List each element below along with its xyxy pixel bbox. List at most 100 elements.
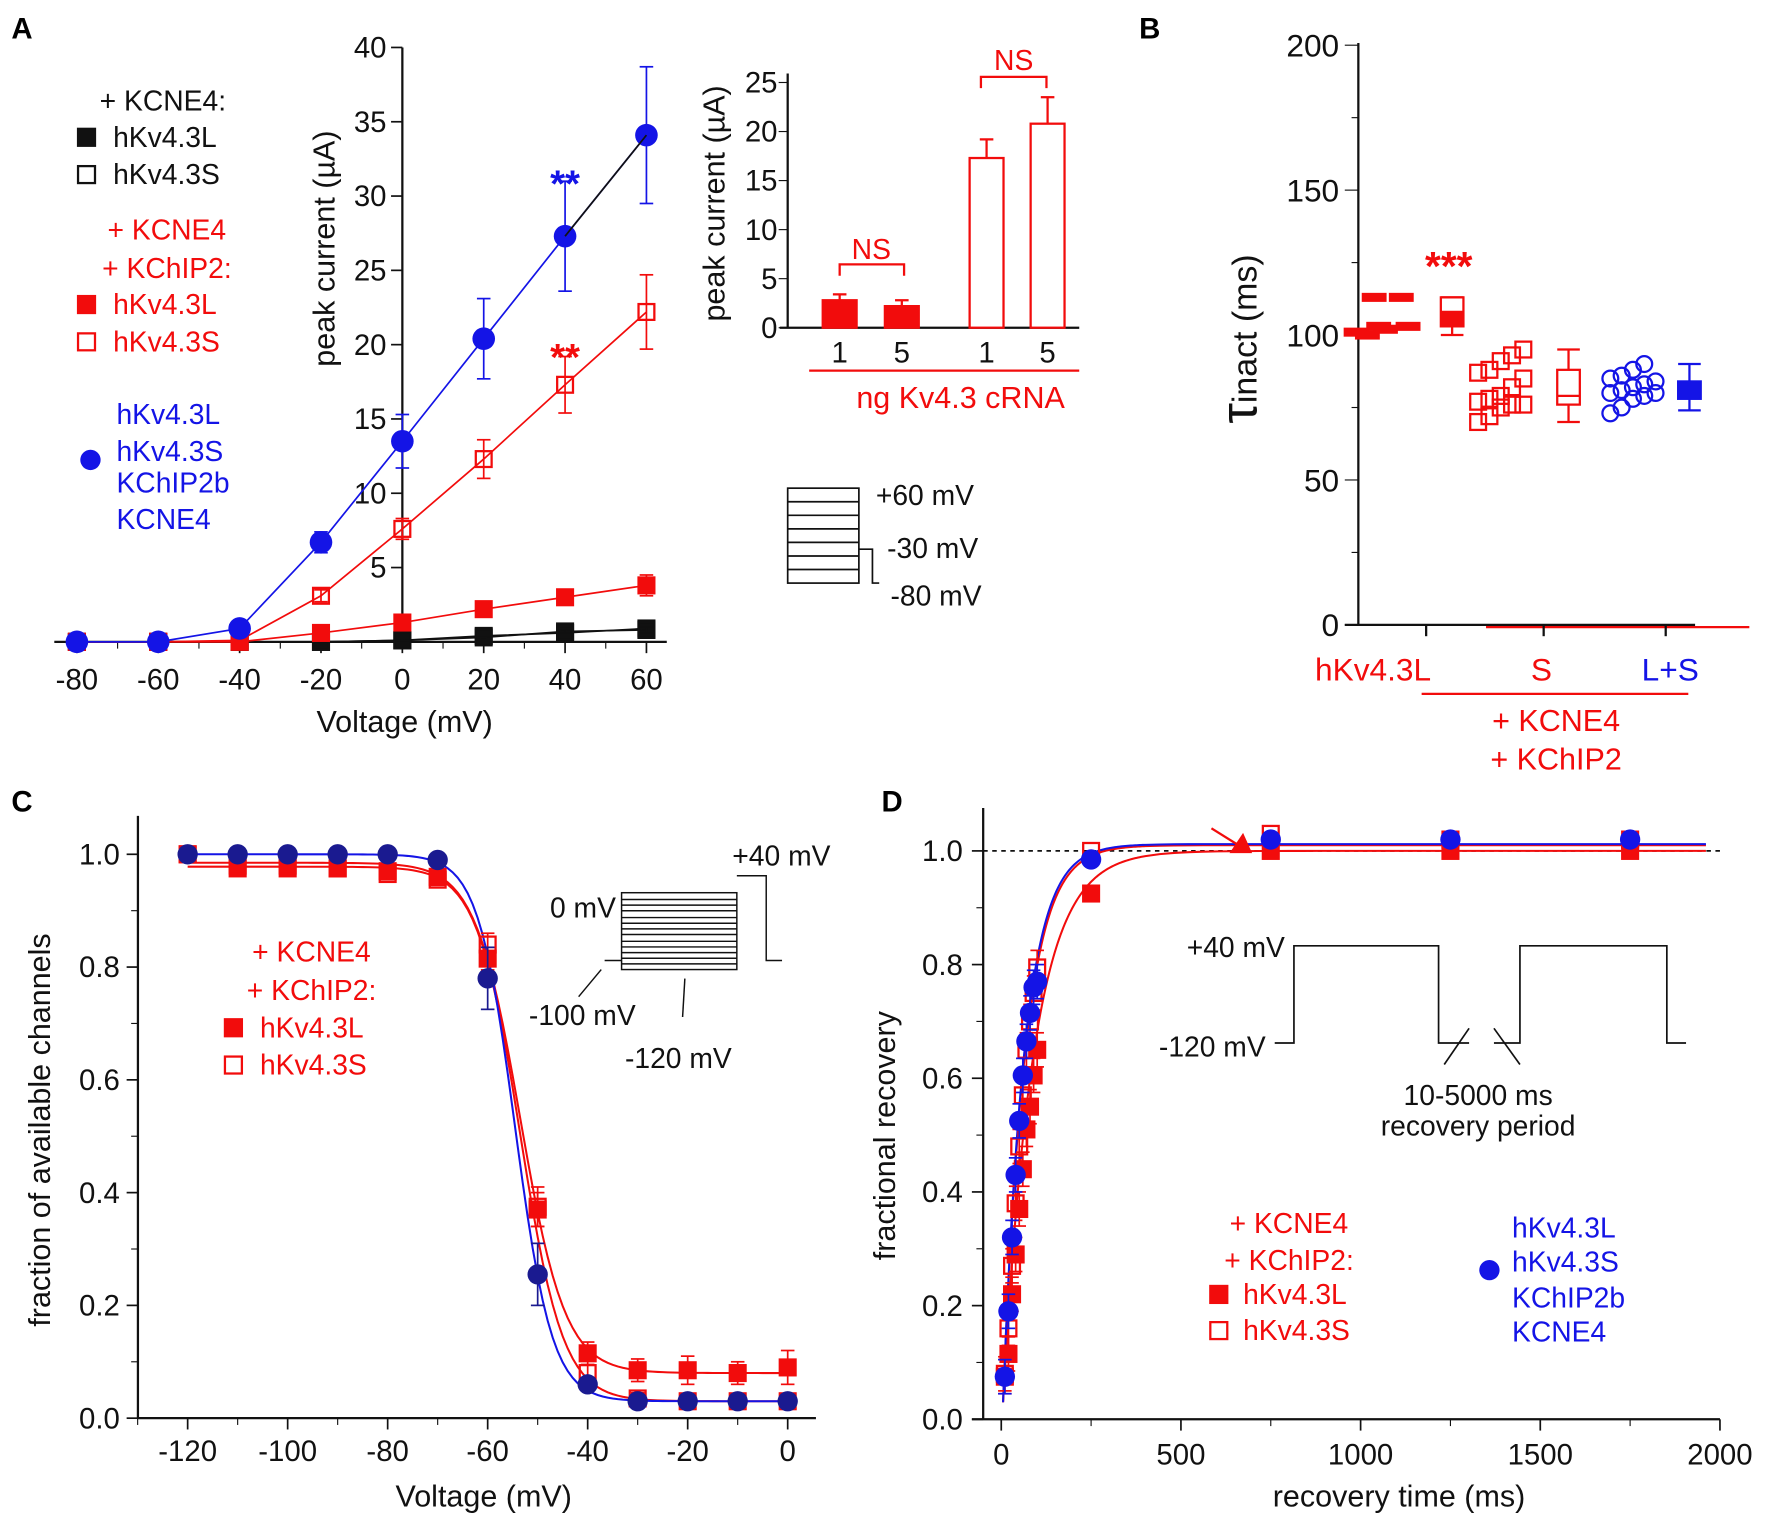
data-point-filled-rect xyxy=(1395,321,1421,331)
legend-header: + KChIP2: xyxy=(102,252,232,284)
data-point-filled-circle xyxy=(527,1264,548,1285)
red-arrow-icon xyxy=(1210,827,1253,854)
inset-xlabel: ng Kv4.3 cRNA xyxy=(856,381,1065,415)
legend-label: KCNE4 xyxy=(116,503,210,535)
y-tick-label: 30 xyxy=(354,180,387,213)
x-tick-label: -120 xyxy=(158,1435,217,1468)
data-point-filled-circle xyxy=(477,968,498,989)
panel-c-inactivation-chart: -120 -100 -80 -60 -40 -20 0 0.0 0.2 0.4 0.6 0.8 1.0 xyxy=(79,815,816,1468)
x-tick-label: -40 xyxy=(218,663,260,696)
data-point-filled-circle xyxy=(998,1301,1019,1322)
legend-label: hKv4.3S xyxy=(1243,1314,1350,1346)
panel-c-legend: + KCNE4 + KChIP2: hKv4.3L hKv4.3S xyxy=(223,936,377,1081)
legend-marker-open-square xyxy=(223,1055,244,1075)
protocol-label: -120 mV xyxy=(625,1042,732,1074)
data-point-open-square xyxy=(474,628,493,647)
legend-header: + KCNE4 xyxy=(1230,1207,1349,1239)
protocol-label: -100 mV xyxy=(529,999,636,1031)
panel-label-b: B xyxy=(1139,12,1160,45)
legend-header: + KCNE4 xyxy=(108,214,227,246)
panel-a-voltage-protocol xyxy=(786,487,880,584)
inset-x-tick-label: 1 xyxy=(978,337,994,370)
y-tick-label: 15 xyxy=(354,403,387,436)
x-category-label: L+S xyxy=(1642,651,1699,687)
inset-bar xyxy=(821,299,858,329)
data-point-filled-circle xyxy=(391,429,414,453)
data-point-filled-rect xyxy=(1361,292,1387,302)
x-tick-label: -100 xyxy=(258,1435,317,1468)
data-point-open-square xyxy=(637,302,656,322)
panel-d-voltage-protocol xyxy=(1274,944,1687,1065)
data-point-open-square xyxy=(1480,389,1499,408)
inset-y-tick-label: 0 xyxy=(761,312,777,345)
panel-d-xlabel: recovery time (ms) xyxy=(1273,1479,1526,1513)
inset-y-tick-label: 5 xyxy=(761,263,777,296)
data-point-filled-square xyxy=(474,600,493,619)
y-tick-label: 0.4 xyxy=(922,1176,963,1209)
panel-b-scatter-chart: 0 50 100 150 200 hKv4.3L S L+S xyxy=(1286,28,1750,687)
x-tick-label: -80 xyxy=(366,1435,408,1468)
legend-marker-filled-circle xyxy=(80,449,101,471)
legend-marker-open-square xyxy=(1209,1320,1229,1341)
y-tick-label: 50 xyxy=(1304,462,1339,498)
panel-d-legend: + KCNE4 + KChIP2: hKv4.3L hKv4.3S hKv4.3… xyxy=(1209,1207,1625,1347)
series-line xyxy=(564,134,648,237)
inset-bar xyxy=(883,304,920,329)
data-point-open-circle xyxy=(1601,404,1620,423)
x-tick-label: 0 xyxy=(394,663,410,696)
legend-label: KCNE4 xyxy=(1512,1315,1606,1347)
y-tick-label: 0.6 xyxy=(79,1064,120,1097)
legend-label: hKv4.3L xyxy=(260,1011,364,1043)
x-tick-label: -60 xyxy=(137,663,179,696)
x-category-label: hKv4.3L xyxy=(1315,651,1431,687)
data-point-filled-circle xyxy=(327,844,348,865)
inset-bar xyxy=(968,156,1005,329)
legend-header: + KChIP2: xyxy=(247,974,377,1006)
data-point-filled-rect xyxy=(1388,292,1414,302)
legend-label: hKv4.3L xyxy=(1512,1211,1616,1243)
tau-symbol: τ xyxy=(1211,403,1269,424)
data-point-open-square xyxy=(474,450,493,469)
data-point-open-square xyxy=(428,870,447,889)
data-point-filled-circle xyxy=(1012,1065,1033,1086)
data-point-open-square xyxy=(1502,346,1522,365)
data-point-filled-circle xyxy=(228,617,251,640)
legend-label: hKv4.3S xyxy=(1512,1245,1619,1277)
y-tick-label: 1.0 xyxy=(79,838,120,871)
x-tick-label: -80 xyxy=(56,663,98,696)
y-tick-label: 35 xyxy=(354,106,387,139)
data-point-filled-circle xyxy=(277,844,298,865)
x-tick-label: 60 xyxy=(630,663,663,696)
data-point-filled-circle xyxy=(1016,1031,1037,1052)
data-point-filled-square xyxy=(728,1364,747,1383)
y-tick-label: 0.4 xyxy=(79,1177,120,1210)
series-line xyxy=(76,311,648,643)
data-point-filled-circle xyxy=(1009,1110,1030,1132)
box-lower-fill xyxy=(1440,311,1464,327)
panel-c-ylabel: fraction of available channels xyxy=(23,933,57,1326)
data-point-filled-circle xyxy=(777,1391,798,1412)
data-point-open-square xyxy=(1514,369,1533,388)
data-point-filled-square xyxy=(474,626,493,645)
x-tick-label: 2000 xyxy=(1687,1438,1752,1471)
data-point-open-circle xyxy=(1635,386,1654,405)
legend-label: hKv4.3L xyxy=(113,121,217,153)
data-point-open-circle xyxy=(1646,383,1665,403)
data-point-open-square xyxy=(1469,412,1488,432)
legend-header-kcne4: + KCNE4: xyxy=(100,85,226,117)
data-point-filled-rect xyxy=(1354,330,1380,340)
y-tick-label: 0.2 xyxy=(922,1290,963,1323)
data-point-open-circle xyxy=(1601,383,1620,403)
significance-stars: ** xyxy=(550,162,580,205)
legend-label: hKv4.3S xyxy=(260,1049,367,1081)
data-point-filled-circle xyxy=(1619,829,1641,850)
data-point-filled-circle xyxy=(1019,1002,1041,1024)
data-point-open-square xyxy=(393,519,412,538)
legend-label: hKv4.3S xyxy=(113,158,220,190)
legend-label: KChIP2b xyxy=(1512,1281,1625,1313)
data-point-filled-circle xyxy=(677,1391,698,1412)
x-tick-label: 40 xyxy=(549,663,582,696)
